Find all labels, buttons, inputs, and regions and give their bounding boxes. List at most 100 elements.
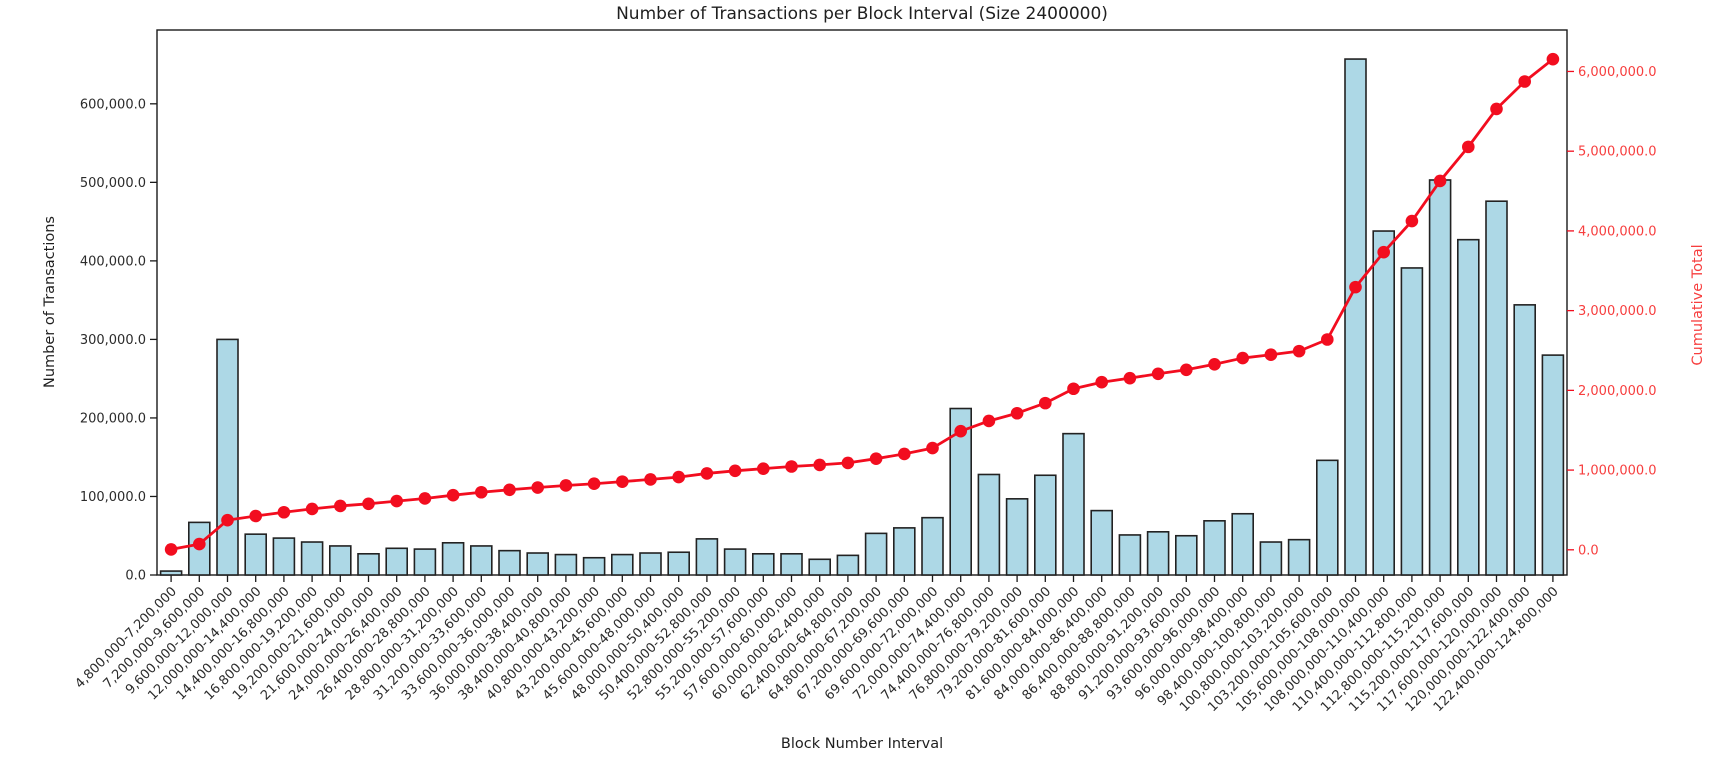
y2-tick-label: 2,000,000.0 bbox=[1578, 384, 1657, 399]
bar bbox=[1513, 304, 1536, 576]
cumulative-point bbox=[1039, 396, 1052, 410]
cumulative-point bbox=[249, 509, 262, 523]
bar bbox=[1146, 531, 1170, 576]
cumulative-point bbox=[193, 537, 206, 551]
bar bbox=[977, 473, 1001, 576]
cumulative-point bbox=[1433, 174, 1447, 188]
bar bbox=[610, 553, 634, 576]
y-tick-label: 0.0 bbox=[125, 569, 146, 584]
bar bbox=[498, 549, 521, 576]
bar bbox=[780, 552, 803, 576]
cumulative-point bbox=[1010, 406, 1024, 420]
cumulative-point bbox=[1123, 371, 1137, 385]
cumulative-point bbox=[869, 452, 883, 465]
cumulative-point bbox=[1546, 52, 1560, 66]
x-axis-label: Block Number Interval bbox=[780, 736, 944, 752]
bar bbox=[582, 556, 606, 576]
bar bbox=[949, 407, 973, 576]
cumulative-point bbox=[898, 447, 911, 461]
bar bbox=[244, 533, 267, 576]
cumulative-point bbox=[587, 477, 601, 491]
cumulative-point bbox=[926, 441, 939, 455]
cumulative-point bbox=[1264, 348, 1278, 362]
cumulative-point bbox=[1377, 245, 1390, 259]
bar bbox=[216, 338, 239, 576]
bar bbox=[1231, 512, 1254, 576]
cumulative-point bbox=[334, 499, 347, 513]
bar bbox=[469, 545, 493, 576]
bar bbox=[1428, 179, 1452, 576]
bar bbox=[1372, 230, 1395, 576]
y-tick-label: 300,000.0 bbox=[80, 333, 146, 348]
cumulative-point bbox=[1095, 375, 1108, 389]
bar bbox=[808, 558, 832, 576]
cumulative-point bbox=[531, 481, 544, 494]
bar bbox=[1118, 534, 1142, 576]
cumulative-point bbox=[277, 505, 291, 519]
y-tick-label: 100,000.0 bbox=[80, 490, 146, 505]
y2-tick-label: 1,000,000.0 bbox=[1578, 464, 1657, 479]
cumulative-point bbox=[446, 488, 460, 502]
bar bbox=[836, 554, 860, 576]
cumulative-point bbox=[559, 479, 573, 492]
cumulative-point bbox=[1236, 351, 1249, 365]
cumulative-point bbox=[1405, 214, 1419, 228]
cumulative-point bbox=[841, 456, 855, 470]
bar bbox=[1316, 459, 1339, 576]
bar bbox=[385, 547, 409, 576]
bar bbox=[1090, 509, 1113, 576]
bar bbox=[1485, 200, 1508, 576]
bar bbox=[1287, 538, 1311, 576]
bar bbox=[328, 545, 352, 576]
bar bbox=[1062, 432, 1085, 576]
cumulative-point bbox=[1518, 75, 1531, 88]
cumulative-point bbox=[1321, 333, 1334, 346]
cumulative-point bbox=[1349, 280, 1362, 294]
cumulative-point bbox=[362, 497, 375, 511]
cumulative-point bbox=[616, 475, 629, 488]
bar bbox=[864, 532, 888, 576]
bar bbox=[554, 553, 578, 576]
cumulative-point bbox=[672, 470, 685, 484]
cumulative-point bbox=[700, 467, 714, 480]
bar bbox=[1034, 474, 1057, 576]
cumulative-point bbox=[1292, 344, 1306, 358]
cumulative-point bbox=[644, 473, 657, 486]
bar bbox=[159, 570, 183, 576]
cumulative-point bbox=[475, 485, 488, 499]
bar bbox=[1259, 541, 1283, 576]
bar bbox=[723, 548, 747, 576]
bar bbox=[413, 548, 437, 576]
cumulative-point bbox=[954, 424, 967, 438]
cumulative-point bbox=[1462, 140, 1475, 154]
cumulative-point bbox=[728, 464, 742, 478]
bar bbox=[892, 527, 916, 576]
cumulative-point bbox=[1151, 367, 1165, 381]
y2-tick-label: 4,000,000.0 bbox=[1578, 224, 1657, 239]
y-tick-label: 600,000.0 bbox=[80, 97, 146, 112]
cumulative-point bbox=[305, 502, 319, 516]
bar bbox=[1541, 354, 1565, 576]
bar bbox=[695, 538, 719, 576]
y2-tick-label: 6,000,000.0 bbox=[1578, 65, 1657, 80]
cumulative-point bbox=[1067, 382, 1080, 396]
cumulative-point bbox=[418, 492, 432, 505]
cumulative-point bbox=[785, 460, 798, 473]
cumulative-point bbox=[813, 458, 826, 472]
bar bbox=[526, 552, 550, 576]
bar bbox=[1203, 520, 1226, 576]
y2-tick-label: 0.0 bbox=[1578, 543, 1599, 558]
bar bbox=[667, 551, 691, 576]
y-tick-label: 200,000.0 bbox=[80, 411, 146, 426]
y-tick-label: 400,000.0 bbox=[80, 254, 146, 269]
bar bbox=[300, 541, 324, 576]
cumulative-point bbox=[982, 414, 996, 428]
bar bbox=[751, 552, 775, 576]
cumulative-point bbox=[221, 513, 234, 527]
bar bbox=[357, 552, 380, 576]
y2-tick-label: 3,000,000.0 bbox=[1578, 304, 1657, 319]
bar bbox=[1400, 267, 1424, 576]
bar bbox=[639, 552, 662, 576]
